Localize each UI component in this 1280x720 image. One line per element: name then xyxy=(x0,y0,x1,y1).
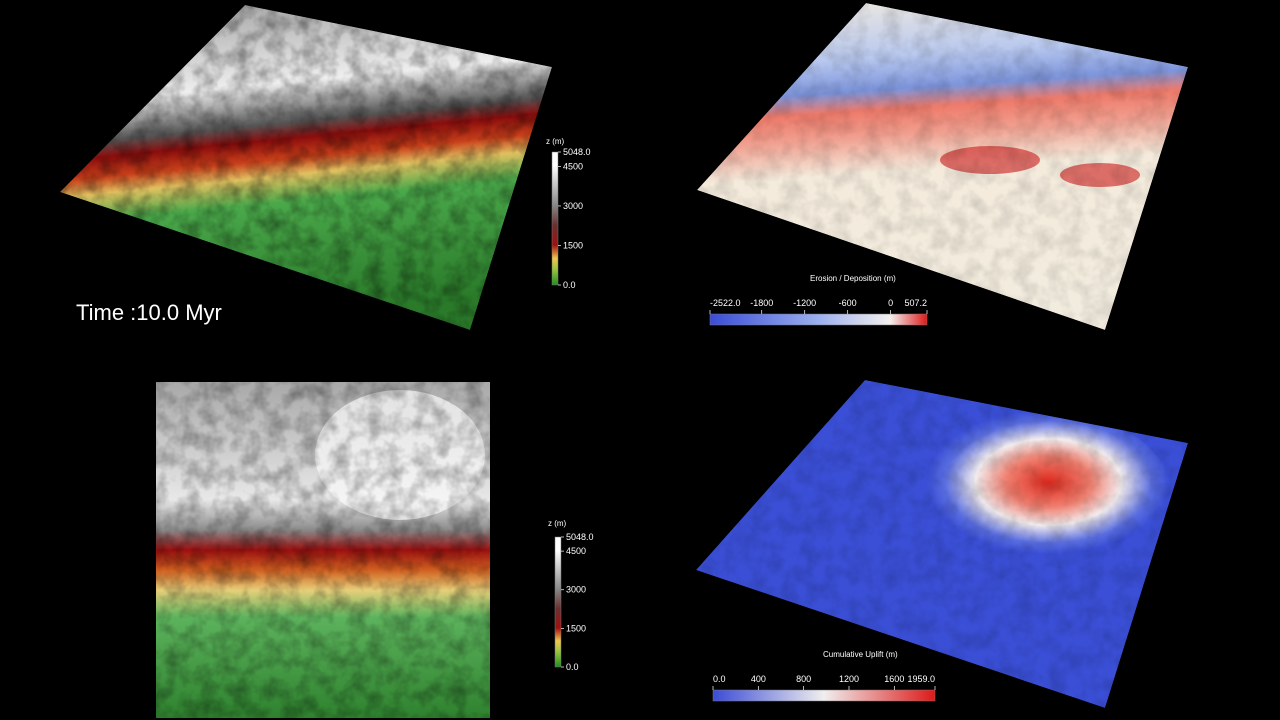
colorbar-tick-label: -600 xyxy=(839,298,857,308)
colorbar-tick-label: 4500 xyxy=(566,546,586,556)
colorbar: Cumulative Uplift (m) 0.0 400 800 1200 1600 19… xyxy=(712,650,936,702)
colorbar-tick-label: -1800 xyxy=(750,298,773,308)
colorbar-gradient xyxy=(709,313,928,326)
terrain-3d-elevation xyxy=(60,5,552,330)
colorbar-gradient xyxy=(551,151,559,286)
colorbar-tick-label: 1200 xyxy=(839,674,859,684)
colorbar-gradient xyxy=(712,689,936,702)
colorbar-tick-label: 4500 xyxy=(563,161,583,171)
colorbar-tick-label: 0.0 xyxy=(563,280,576,290)
colorbar-tick-label: 0 xyxy=(888,298,893,308)
colorbar-tick-label: 0.0 xyxy=(566,662,579,672)
colorbar-tick-label: 1500 xyxy=(566,623,586,633)
time-label: Time :10.0 Myr xyxy=(76,300,222,325)
colorbar-tick-label: 400 xyxy=(751,674,766,684)
colorbar-tick-label: 5048.0 xyxy=(566,532,594,542)
terrain-3d-uplift xyxy=(696,380,1188,708)
colorbar-tick-label: 3000 xyxy=(566,585,586,595)
colorbar-tick-label: 507.2 xyxy=(904,298,927,308)
colorbar: z (m)5048.0 4500 3000 1500 0.0 xyxy=(546,137,591,290)
colorbar-tick-label: 0.0 xyxy=(713,674,726,684)
colorbar-gradient xyxy=(554,536,562,668)
colorbar: z (m) 5048.0 4500 3000 1500 0.0 xyxy=(548,519,594,672)
colorbar-title: Erosion / Deposition (m) xyxy=(810,274,896,283)
colorbar-tick-label: 3000 xyxy=(563,201,583,211)
colorbar-tick-label: 800 xyxy=(796,674,811,684)
colorbar-title: z (m) xyxy=(546,137,565,146)
colorbar-tick-label: 1959.0 xyxy=(907,674,935,684)
colorbar-tick-label: 1600 xyxy=(884,674,904,684)
colorbar-tick-label: 1500 xyxy=(563,240,583,250)
colorbar-tick-label: 5048.0 xyxy=(563,147,591,157)
colorbar-tick-label: -2522.0 xyxy=(710,298,741,308)
terrain-map-elevation xyxy=(156,382,490,718)
colorbar-tick-label: -1200 xyxy=(793,298,816,308)
colorbar-title: z (m) xyxy=(548,519,567,528)
colorbar-title: Cumulative Uplift (m) xyxy=(823,650,898,659)
terrain-3d-erosion xyxy=(697,3,1188,330)
colorbar: Erosion / Deposition (m) -2522.0 -1800 -120… xyxy=(709,274,928,326)
